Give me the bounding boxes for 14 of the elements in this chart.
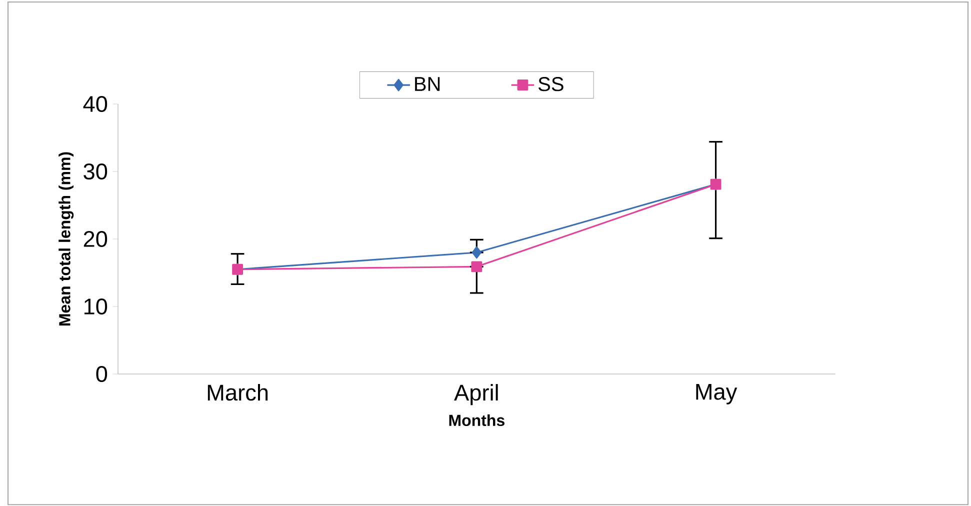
y-tick-label: 20 — [84, 230, 108, 248]
x-tick-label: May — [696, 384, 738, 404]
legend-label: SS — [538, 77, 564, 92]
y-axis-title: Mean total length (mm) — [58, 152, 74, 326]
y-tick-label: 30 — [84, 163, 108, 180]
x-axis-title: Months — [449, 414, 504, 426]
point — [472, 246, 482, 259]
y-tick-label: 0 — [96, 366, 108, 382]
legend-label: BN — [415, 77, 440, 91]
y-tick-label: 10 — [84, 298, 108, 315]
x-tick-label: March — [208, 384, 268, 401]
point — [471, 261, 482, 272]
x-tick-label: April — [454, 384, 498, 406]
y-tick-label: 40 — [83, 96, 108, 112]
